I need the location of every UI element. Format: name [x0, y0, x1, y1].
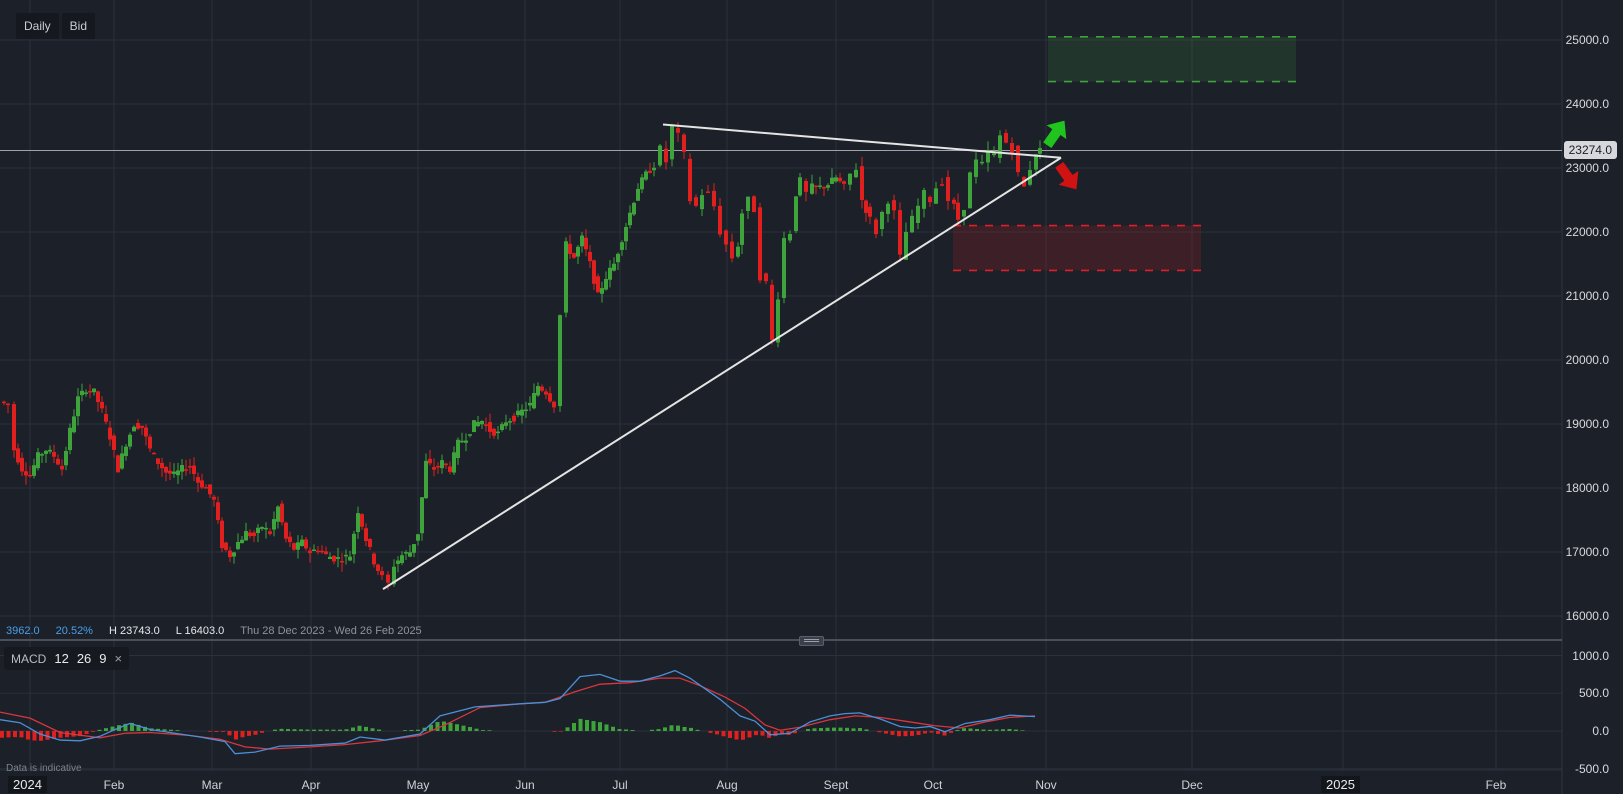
close-icon[interactable]: ×	[114, 651, 123, 666]
price-axis-label: 18000.0	[1565, 481, 1609, 495]
macd-axis-label: 500.0	[1578, 686, 1609, 701]
last-price-badge: 23274.0	[1563, 141, 1617, 159]
price-axis-label: 17000.0	[1565, 545, 1609, 559]
ascending-support-trendline[interactable]	[382, 156, 1062, 590]
low-value: L 16403.0	[175, 625, 225, 637]
data-indicative-note: Data is indicative	[6, 763, 82, 774]
bearish-target-zone	[953, 224, 1201, 272]
price-axis-label: 22000.0	[1565, 225, 1609, 239]
price-axis-label: 24000.0	[1565, 97, 1609, 111]
bullish-target-zone	[1048, 35, 1296, 83]
time-axis-label: 2024	[8, 776, 47, 793]
price-axis-label: 16000.0	[1565, 609, 1609, 623]
time-axis-label: Dec	[1181, 778, 1203, 792]
panel-resize-handle[interactable]	[799, 636, 824, 646]
price-axis-label: 25000.0	[1565, 33, 1609, 47]
candles	[2, 122, 1042, 590]
interval-button[interactable]: Daily	[16, 13, 59, 39]
price-type-button[interactable]: Bid	[61, 13, 96, 39]
descending-resistance-trendline[interactable]	[662, 123, 1062, 159]
time-axis-label: May	[406, 778, 430, 792]
down-arrow-icon	[1055, 161, 1079, 190]
price-axis-label: 21000.0	[1565, 289, 1609, 303]
time-axis-label: Sept	[823, 778, 849, 792]
time-axis-label: Nov	[1035, 778, 1057, 792]
macd-signal: 9	[99, 651, 107, 666]
time-axis-label: Jul	[612, 778, 628, 792]
macd-panel	[0, 669, 1036, 755]
time-axis-label: Jun	[515, 778, 535, 792]
time-axis-label: Mar	[201, 778, 223, 792]
price-axis-label: 20000.0	[1565, 353, 1609, 367]
time-axis-label: Feb	[103, 778, 125, 792]
high-value: H 23743.0	[108, 625, 160, 637]
macd-name: MACD	[11, 651, 47, 666]
macd-slow: 26	[76, 651, 92, 666]
grid	[0, 0, 1563, 794]
change-percent: 20.52%	[55, 625, 93, 637]
price-axis-label: 23000.0	[1565, 161, 1609, 175]
time-axis-label: Oct	[923, 778, 943, 792]
macd-legend[interactable]: MACD 12 26 9 ×	[4, 647, 130, 670]
date-range: Thu 28 Dec 2023 - Wed 26 Feb 2025	[240, 625, 422, 637]
macd-axis-label: 1000.0	[1572, 648, 1609, 663]
chart-stats: 3962.0 20.52% H 23743.0 L 16403.0 Thu 28…	[6, 625, 422, 637]
time-axis-label: 2025	[1321, 776, 1360, 793]
macd-axis-label: 0.0	[1592, 724, 1609, 738]
time-axis-label: Apr	[301, 778, 321, 792]
time-axis-label: Feb	[1485, 778, 1507, 792]
macd-axis-label: -500.0	[1574, 761, 1609, 776]
time-axis-label: Aug	[716, 778, 738, 792]
up-arrow-icon	[1043, 120, 1067, 149]
price-axis-label: 19000.0	[1565, 417, 1609, 431]
macd-fast: 12	[54, 651, 69, 666]
change-value: 3962.0	[6, 625, 40, 637]
